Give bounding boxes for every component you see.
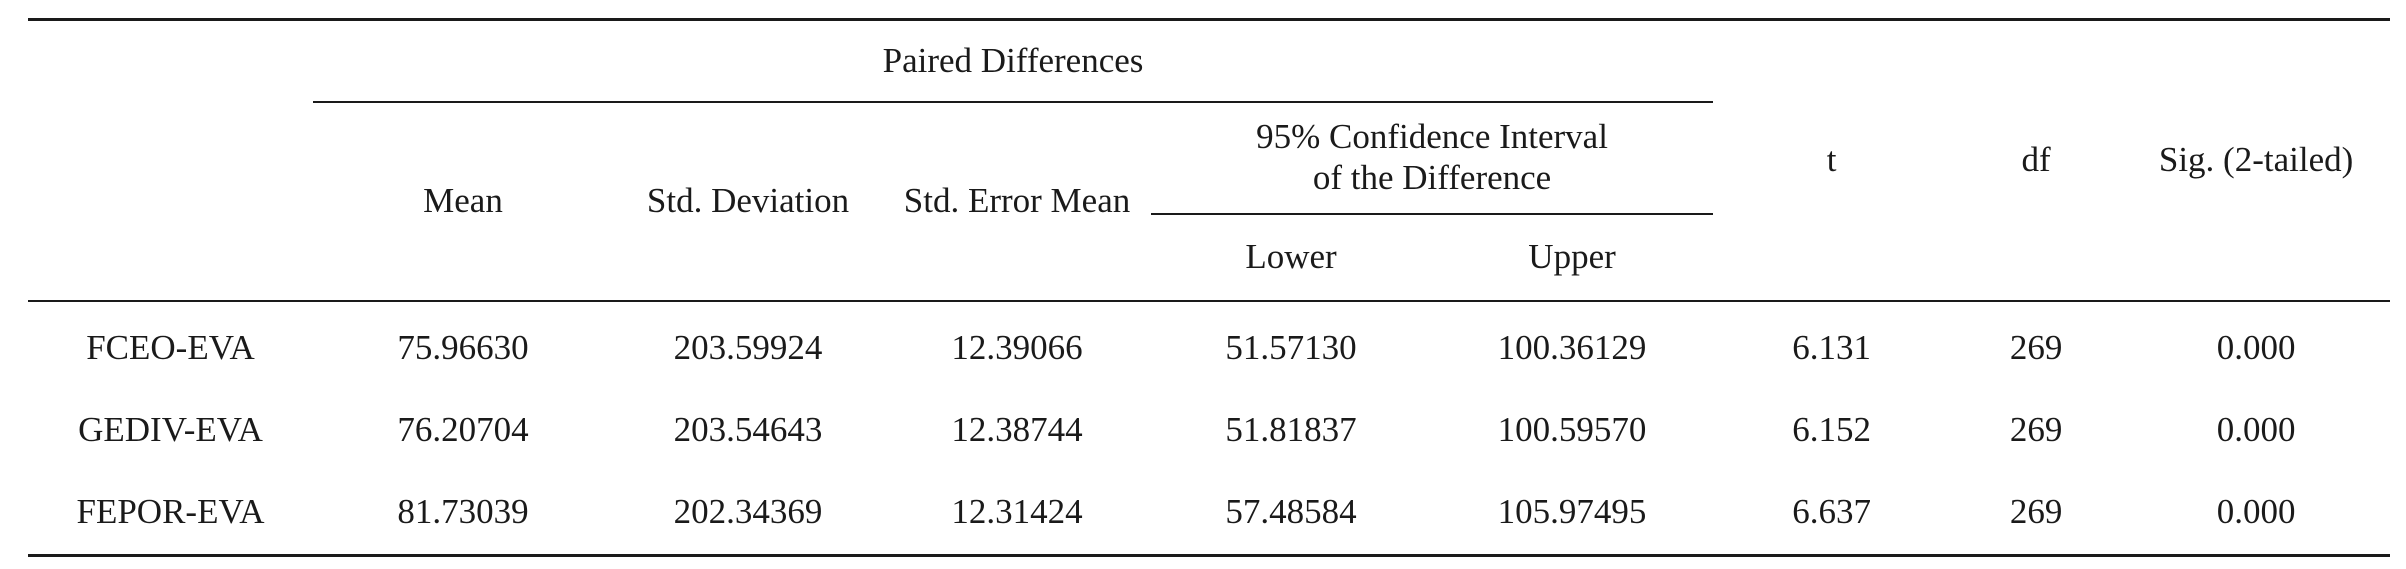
std-deviation-cell: 202.34369 — [613, 471, 883, 557]
sig-cell: 0.000 — [2216, 410, 2296, 450]
t-cell: 6.637 — [1713, 471, 1951, 557]
upper-cell: 100.36129 — [1497, 328, 1647, 368]
std-deviation-header: Std. Deviation — [646, 180, 850, 220]
mean-cell: 76.20704 — [397, 410, 529, 450]
paired-samples-test-table: Paired Differences t df Sig. (2-tailed) … — [28, 18, 2391, 557]
sig-cell: 0.000 — [2122, 471, 2391, 557]
upper-cell: 100.59570 — [1497, 410, 1647, 450]
mean-cell: 75.96630 — [397, 328, 529, 368]
mean-cell: 81.73039 — [313, 471, 613, 557]
table-row: FCEO-EVA 75.96630 203.59924 12.39066 51.… — [28, 301, 2390, 390]
row-label-header — [28, 18, 313, 300]
lower-cell: 51.57130 — [1225, 328, 1357, 368]
std-error-mean-cell: 12.38744 — [951, 410, 1083, 450]
std-error-mean-header: Std. Error Mean — [903, 180, 1131, 220]
t-header: t — [1713, 18, 1951, 300]
std-deviation-cell: 203.59924 — [673, 328, 823, 368]
sig-cell: 0.000 — [2216, 328, 2296, 368]
confidence-interval-header: 95% Confidence Interval of the Differenc… — [1151, 101, 1714, 215]
upper-cell: 105.97495 — [1431, 471, 1714, 557]
lower-header: Lower — [1245, 236, 1337, 276]
lower-cell: 57.48584 — [1151, 471, 1431, 557]
ci-header-line1: 95% Confidence Interval — [1256, 117, 1608, 157]
df-cell: 269 — [1950, 471, 2123, 557]
df-cell: 269 — [2009, 328, 2063, 368]
row-label: GEDIV-EVA — [78, 410, 263, 450]
std-deviation-cell: 203.54643 — [673, 410, 823, 450]
df-header: df — [1950, 18, 2123, 300]
std-error-mean-cell: 12.39066 — [951, 328, 1083, 368]
table-row: GEDIV-EVA 76.20704 203.54643 12.38744 51… — [28, 390, 2390, 472]
df-cell: 269 — [2009, 410, 2063, 450]
upper-header: Upper — [1528, 236, 1616, 276]
table-body: FCEO-EVA 75.96630 203.59924 12.39066 51.… — [28, 301, 2391, 557]
t-cell: 6.152 — [1792, 410, 1871, 450]
row-label: FEPOR-EVA — [28, 471, 313, 557]
std-error-mean-cell: 12.31424 — [883, 471, 1151, 557]
row-label: FCEO-EVA — [86, 328, 255, 368]
sig-header: Sig. (2-tailed) — [2122, 18, 2391, 300]
lower-cell: 51.81837 — [1225, 410, 1357, 450]
ci-header-line2: of the Difference — [1312, 157, 1552, 197]
paired-samples-table-container: Paired Differences t df Sig. (2-tailed) … — [28, 18, 2391, 557]
mean-header: Mean — [423, 180, 503, 220]
paired-differences-header: Paired Differences — [313, 18, 1714, 103]
table-header: Paired Differences t df Sig. (2-tailed) … — [28, 18, 2391, 302]
t-cell: 6.131 — [1792, 328, 1871, 368]
table-row: FEPOR-EVA 81.73039 202.34369 12.31424 57… — [28, 471, 2391, 557]
